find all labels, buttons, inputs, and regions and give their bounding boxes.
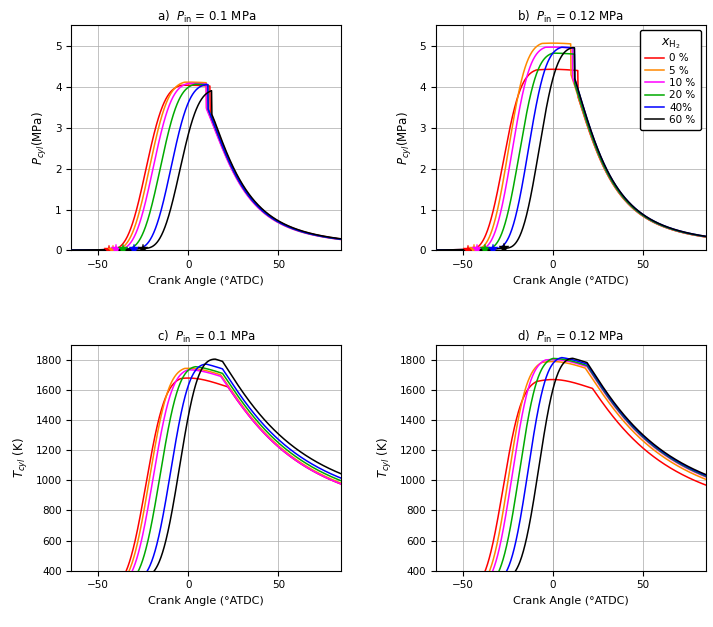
X-axis label: Crank Angle (°ATDC): Crank Angle (°ATDC) — [513, 276, 629, 286]
Y-axis label: $T_{cyl}$ (K): $T_{cyl}$ (K) — [12, 438, 30, 478]
Title: c)  $P_\mathrm{in}$ = 0.1 MPa: c) $P_\mathrm{in}$ = 0.1 MPa — [157, 329, 256, 345]
X-axis label: Crank Angle (°ATDC): Crank Angle (°ATDC) — [513, 596, 629, 606]
X-axis label: Crank Angle (°ATDC): Crank Angle (°ATDC) — [148, 596, 265, 606]
Y-axis label: $P_{cyl}$(MPa): $P_{cyl}$(MPa) — [31, 111, 49, 165]
Title: d)  $P_\mathrm{in}$ = 0.12 MPa: d) $P_\mathrm{in}$ = 0.12 MPa — [518, 329, 625, 345]
Y-axis label: $T_{cyl}$ (K): $T_{cyl}$ (K) — [376, 438, 394, 478]
X-axis label: Crank Angle (°ATDC): Crank Angle (°ATDC) — [148, 276, 265, 286]
Title: b)  $P_\mathrm{in}$ = 0.12 MPa: b) $P_\mathrm{in}$ = 0.12 MPa — [518, 9, 625, 25]
Y-axis label: $P_{cyl}$(MPa): $P_{cyl}$(MPa) — [396, 111, 414, 165]
Title: a)  $P_\mathrm{in}$ = 0.1 MPa: a) $P_\mathrm{in}$ = 0.1 MPa — [157, 9, 256, 25]
Legend: 0 %, 5 %, 10 %, 20 %, 40%, 60 %: 0 %, 5 %, 10 %, 20 %, 40%, 60 % — [640, 30, 701, 130]
